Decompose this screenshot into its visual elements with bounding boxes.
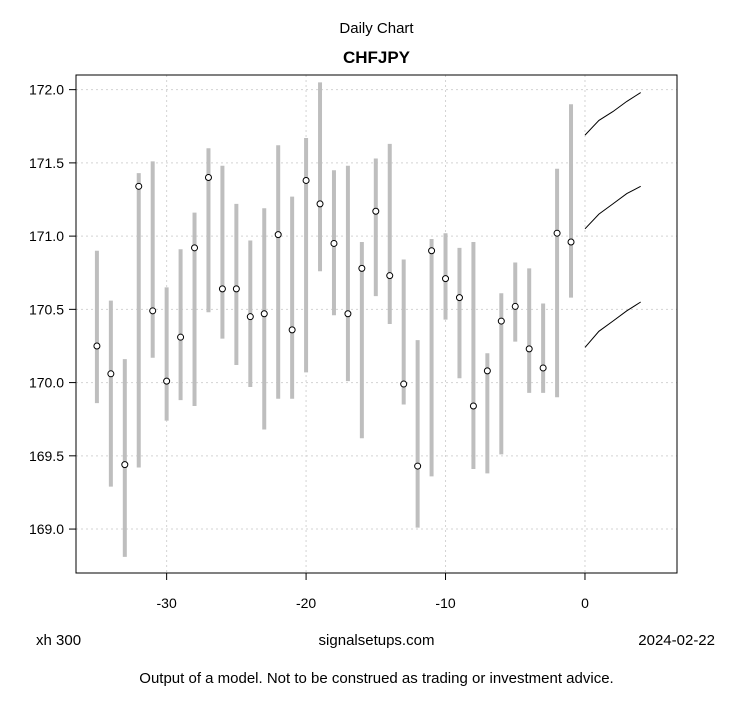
close-point xyxy=(177,333,185,341)
plot-frame xyxy=(75,74,678,574)
y-tick-label: 171.5 xyxy=(29,155,64,171)
close-point xyxy=(302,176,310,184)
close-point xyxy=(191,244,199,252)
close-point xyxy=(93,342,101,350)
close-point xyxy=(483,367,491,375)
close-point xyxy=(455,294,463,302)
chart-title: CHFJPY xyxy=(342,48,411,67)
close-point xyxy=(469,402,477,410)
close-point xyxy=(414,462,422,470)
close-point xyxy=(135,182,143,190)
close-point xyxy=(386,272,394,280)
close-point xyxy=(288,326,296,334)
x-tick-label: -10 xyxy=(435,595,455,611)
axis-layer: -30 -20 -10 0 169.0 169.5 170.0 170.5 171.0 171.5… xyxy=(29,82,589,611)
y-tick-label: 169.0 xyxy=(29,521,64,537)
close-point xyxy=(218,285,226,293)
forecast-layer xyxy=(584,92,641,348)
close-point xyxy=(316,200,324,208)
close-point xyxy=(358,264,366,272)
close-point xyxy=(372,207,380,215)
close-point xyxy=(246,313,254,321)
close-point xyxy=(107,370,115,378)
y-tick-label: 171.0 xyxy=(29,228,64,244)
close-point xyxy=(497,317,505,325)
close-point xyxy=(539,364,547,372)
chart-supertitle: Daily Chart xyxy=(339,20,414,37)
footer-date-label: 2024-02-22 xyxy=(638,632,715,649)
close-point-layer xyxy=(93,174,575,470)
y-tick-label: 169.5 xyxy=(29,448,64,464)
footer-site-label: signalsetups.com xyxy=(318,632,435,649)
close-point xyxy=(400,380,408,388)
close-point xyxy=(260,310,268,318)
close-point xyxy=(274,231,282,239)
close-point xyxy=(442,275,450,283)
close-point xyxy=(511,302,519,310)
x-tick-label: -20 xyxy=(296,595,316,611)
y-tick-label: 170.0 xyxy=(29,375,64,391)
footer-left-label: xh 300 xyxy=(36,632,82,649)
close-point xyxy=(344,310,352,318)
close-point xyxy=(553,229,561,237)
close-point xyxy=(428,247,436,255)
close-point xyxy=(567,238,575,246)
range-bar-layer xyxy=(94,82,574,557)
y-tick-label: 172.0 xyxy=(29,82,64,98)
forecast-line xyxy=(584,92,641,136)
forecast-line xyxy=(584,301,641,348)
close-point xyxy=(163,377,171,385)
close-point xyxy=(232,285,240,293)
x-tick-label: -30 xyxy=(157,595,177,611)
y-tick-label: 170.5 xyxy=(29,301,64,317)
close-point xyxy=(330,239,338,247)
close-point xyxy=(525,345,533,353)
close-point xyxy=(121,461,129,469)
disclaimer-text: Output of a model. Not to be construed a… xyxy=(139,670,614,687)
forecast-line xyxy=(584,185,641,230)
close-point xyxy=(149,307,157,315)
x-tick-label: 0 xyxy=(581,595,589,611)
close-point xyxy=(204,174,212,182)
